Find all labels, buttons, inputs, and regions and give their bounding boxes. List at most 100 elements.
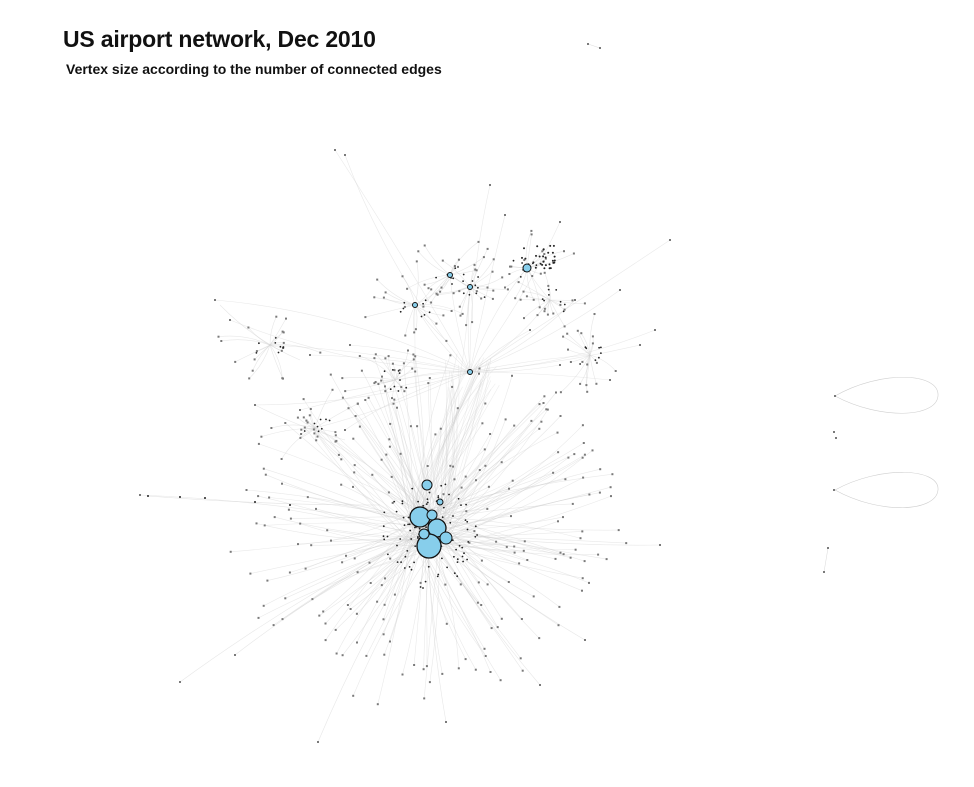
leaf-vertex: [326, 529, 329, 532]
leaf-vertex: [384, 357, 387, 360]
airport-vertex: [453, 555, 455, 558]
leaf-vertex: [610, 495, 612, 498]
leaf-vertex: [513, 551, 516, 554]
airport-vertex: [407, 516, 410, 519]
network-edge: [256, 523, 424, 541]
leaf-vertex: [289, 517, 292, 520]
airport-vertex: [553, 259, 556, 262]
network-edge: [570, 354, 591, 363]
leaf-vertex: [511, 374, 513, 377]
leaf-vertex: [309, 408, 312, 410]
network-edge: [469, 184, 491, 373]
network-edge: [437, 495, 612, 549]
leaf-vertex: [309, 354, 311, 356]
leaf-vertex: [389, 640, 391, 643]
leaf-vertex: [374, 353, 377, 356]
airport-vertex: [471, 280, 474, 282]
leaf-vertex: [538, 637, 541, 640]
leaf-vertex: [404, 334, 407, 337]
network-edge: [444, 380, 456, 507]
leaf-vertex: [245, 489, 248, 491]
leaf-vertex: [402, 362, 405, 365]
network-edge: [420, 369, 489, 512]
airport-vertex: [448, 493, 450, 496]
airport-vertex: [383, 538, 386, 541]
leaf-vertex: [530, 229, 533, 232]
airport-vertex: [452, 277, 455, 280]
leaf-vertex: [582, 476, 585, 479]
network-edge: [428, 549, 491, 673]
leaf-vertex: [576, 329, 579, 332]
airport-vertex: [403, 301, 406, 304]
network-edge: [393, 403, 427, 545]
leaf-vertex: [480, 297, 483, 300]
network-edge: [408, 369, 482, 520]
network-edge: [447, 387, 455, 518]
leaf-vertex: [253, 358, 256, 361]
leaf-vertex: [374, 381, 377, 383]
airport-vertex: [405, 386, 408, 389]
network-edge: [441, 392, 557, 541]
airport-vertex: [397, 370, 400, 372]
leaf-vertex: [484, 464, 487, 467]
network-edge: [417, 363, 472, 506]
hub-vertex: [412, 302, 418, 308]
leaf-vertex: [406, 287, 409, 290]
leaf-vertex: [439, 290, 442, 293]
airport-vertex: [396, 561, 399, 563]
leaf-vertex: [317, 741, 319, 743]
network-edge: [432, 488, 510, 516]
network-edge: [442, 260, 471, 288]
airport-vertex: [466, 520, 469, 523]
leaf-vertex: [384, 291, 387, 294]
leaf-vertex: [571, 299, 574, 302]
network-edge: [218, 335, 271, 346]
leaf-vertex: [383, 603, 386, 606]
leaf-vertex: [415, 260, 418, 263]
airport-vertex: [552, 244, 555, 247]
leaf-vertex: [559, 415, 562, 417]
airport-vertex: [563, 303, 566, 306]
network-edge: [432, 492, 600, 534]
airport-vertex: [538, 255, 541, 258]
airport-vertex: [317, 430, 320, 433]
leaf-vertex: [445, 339, 448, 342]
leaf-vertex: [257, 495, 260, 498]
network-edge: [414, 304, 447, 342]
leaf-vertex: [306, 496, 309, 499]
network-edge: [411, 357, 481, 503]
leaf-vertex: [501, 276, 504, 279]
network-edge: [349, 344, 471, 373]
network-edge: [441, 517, 581, 539]
airport-vertex: [467, 541, 470, 543]
airport-vertex: [549, 244, 552, 247]
airport-vertex: [258, 342, 260, 345]
airport-vertex: [289, 504, 291, 506]
airport-vertex: [477, 276, 479, 278]
network-edge: [433, 503, 573, 521]
leaf-vertex: [540, 420, 543, 423]
leaf-vertex: [356, 571, 359, 574]
airport-vertex: [316, 425, 319, 428]
leaf-vertex: [257, 442, 260, 445]
leaf-vertex: [308, 414, 311, 417]
airport-vertex: [446, 566, 448, 569]
hub-vertex: [426, 509, 438, 521]
network-edge: [246, 489, 417, 520]
network-edge: [314, 403, 358, 429]
airport-vertex: [277, 351, 280, 354]
leaf-vertex: [220, 340, 223, 342]
airport-vertex: [406, 550, 409, 552]
leaf-vertex: [452, 292, 455, 295]
leaf-vertex: [833, 431, 835, 433]
leaf-vertex: [444, 583, 447, 586]
airport-vertex: [424, 299, 427, 302]
airport-vertex: [422, 587, 424, 589]
leaf-vertex: [337, 453, 340, 456]
leaf-vertex: [299, 409, 301, 411]
airport-vertex: [407, 523, 409, 526]
airport-vertex: [393, 500, 396, 503]
network-edge: [335, 441, 438, 540]
leaf-vertex: [523, 259, 526, 261]
network-edge: [414, 473, 613, 514]
